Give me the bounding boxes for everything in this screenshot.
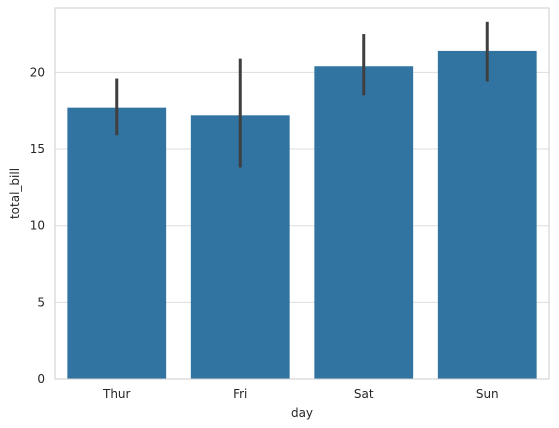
- y-tick-label: 10: [30, 219, 45, 233]
- x-tick-label: Fri: [233, 387, 247, 401]
- plot-frame: [54, 7, 550, 380]
- y-tick-label: 0: [37, 372, 45, 386]
- bars-group: [67, 50, 537, 380]
- y-axis-label: total_bill: [8, 168, 22, 219]
- y-tick-labels: 0 5 10 15 20: [30, 65, 45, 386]
- x-tick-label: Sat: [354, 387, 374, 401]
- x-tick-labels: Thur Fri Sat Sun: [102, 387, 499, 401]
- x-tick-label: Thur: [102, 387, 131, 401]
- x-axis-label: day: [291, 406, 313, 420]
- y-tick-label: 15: [30, 142, 45, 156]
- x-tick-label: Sun: [476, 387, 499, 401]
- bar-thur: [67, 107, 167, 380]
- y-tick-label: 5: [37, 295, 45, 309]
- error-bars-group: [115, 21, 489, 168]
- bar-sat: [314, 66, 414, 379]
- y-tick-label: 20: [30, 65, 45, 79]
- bar-sun: [437, 50, 537, 379]
